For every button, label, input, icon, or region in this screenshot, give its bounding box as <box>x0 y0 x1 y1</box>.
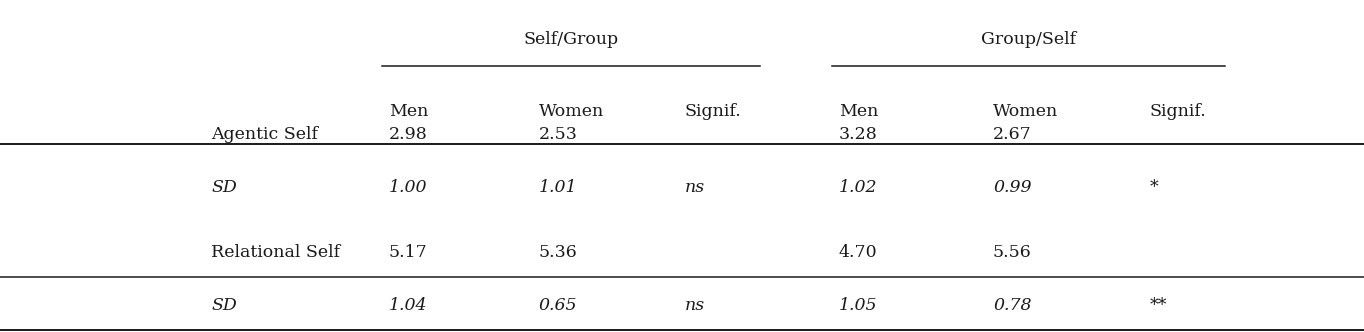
Text: 5.56: 5.56 <box>993 244 1031 261</box>
Text: Relational Self: Relational Self <box>211 244 341 261</box>
Text: Women: Women <box>539 103 604 120</box>
Text: 5.17: 5.17 <box>389 244 427 261</box>
Text: 2.53: 2.53 <box>539 126 578 143</box>
Text: **: ** <box>1150 297 1168 314</box>
Text: Agentic Self: Agentic Self <box>211 126 318 143</box>
Text: 3.28: 3.28 <box>839 126 877 143</box>
Text: SD: SD <box>211 297 237 314</box>
Text: Self/Group: Self/Group <box>524 31 618 48</box>
Text: ns: ns <box>685 297 705 314</box>
Text: Signif.: Signif. <box>1150 103 1207 120</box>
Text: 1.05: 1.05 <box>839 297 877 314</box>
Text: 1.00: 1.00 <box>389 179 427 196</box>
Text: 1.04: 1.04 <box>389 297 427 314</box>
Text: *: * <box>1150 179 1158 196</box>
Text: Men: Men <box>839 103 878 120</box>
Text: Women: Women <box>993 103 1058 120</box>
Text: Signif.: Signif. <box>685 103 742 120</box>
Text: ns: ns <box>685 179 705 196</box>
Text: 2.98: 2.98 <box>389 126 427 143</box>
Text: Group/Self: Group/Self <box>981 31 1076 48</box>
Text: 1.02: 1.02 <box>839 179 877 196</box>
Text: 1.01: 1.01 <box>539 179 577 196</box>
Text: SD: SD <box>211 179 237 196</box>
Text: 0.78: 0.78 <box>993 297 1031 314</box>
Text: 4.70: 4.70 <box>839 244 877 261</box>
Text: 0.65: 0.65 <box>539 297 577 314</box>
Text: 5.36: 5.36 <box>539 244 577 261</box>
Text: Men: Men <box>389 103 428 120</box>
Text: 2.67: 2.67 <box>993 126 1031 143</box>
Text: 0.99: 0.99 <box>993 179 1031 196</box>
